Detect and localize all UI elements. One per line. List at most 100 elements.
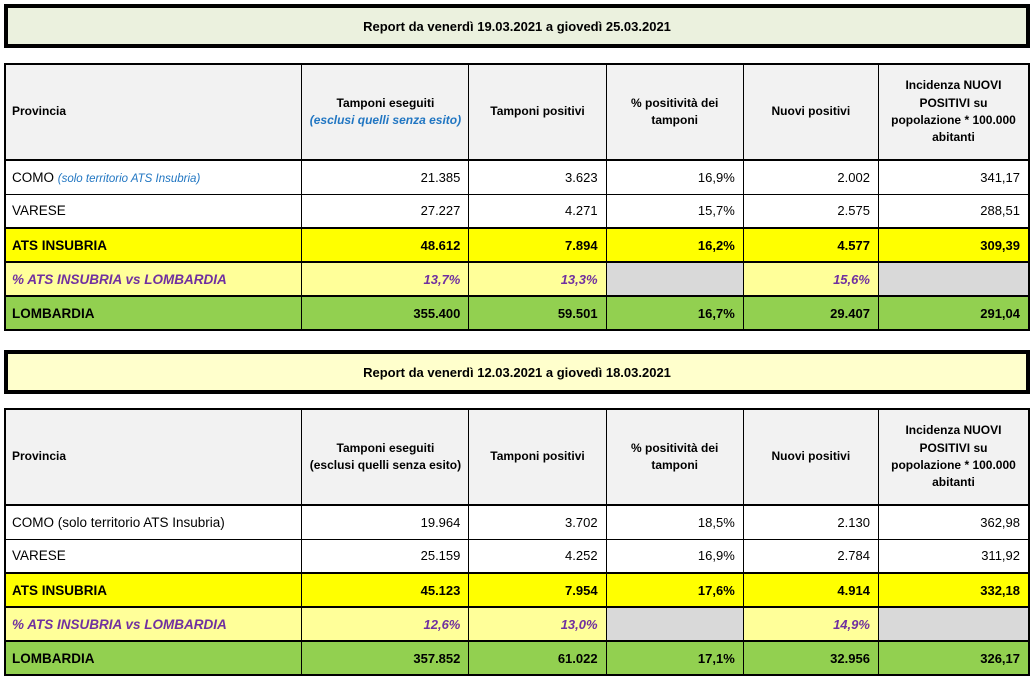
- report-title-2: Report da venerdì 12.03.2021 a giovedì 1…: [363, 364, 671, 380]
- column-header-tamponi-positivi-label: Tamponi positivi: [490, 104, 585, 119]
- cell-tamponi-positivi: 7.954: [468, 572, 607, 608]
- column-header-nuovi-positivi-label: Nuovi positivi: [771, 104, 851, 119]
- column-header-incidenza: Incidenza NUOVI POSITIVI su popolazione …: [877, 63, 1030, 161]
- table-row-perc-vs-lombardia: % ATS INSUBRIA vs LOMBARDIA 12,6% 13,0% …: [4, 606, 1030, 642]
- cell-perc-positivita: 16,9%: [605, 538, 744, 574]
- column-header-nuovi-positivi-label: Nuovi positivi: [771, 449, 851, 464]
- column-header-provincia-label: Provincia: [12, 449, 67, 464]
- provincia-label: COMO: [12, 169, 54, 185]
- cell-provincia: COMO (solo territorio ATS Insubria): [4, 159, 303, 195]
- cell-provincia: LOMBARDIA: [4, 640, 303, 676]
- cell-nuovi-positivi: 29.407: [742, 295, 879, 331]
- cell-nuovi-positivi: 15,6%: [742, 261, 879, 297]
- cell-tamponi-positivi: 3.623: [468, 159, 607, 195]
- cell-incidenza: 332,18: [877, 572, 1030, 608]
- report-week-2: Report da venerdì 12.03.2021 a giovedì 1…: [4, 350, 1030, 676]
- column-header-perc-positivita: % positività dei tamponi: [605, 408, 744, 506]
- column-header-tamponi-positivi-label: Tamponi positivi: [490, 449, 585, 464]
- cell-tamponi-eseguiti: 27.227: [301, 193, 470, 229]
- column-header-provincia: Provincia: [4, 63, 303, 161]
- table-row-como: COMO (solo territorio ATS Insubria) 21.3…: [4, 159, 1030, 195]
- cell-tamponi-eseguiti: 21.385: [301, 159, 470, 195]
- cell-tamponi-positivi: 7.894: [468, 227, 607, 263]
- cell-provincia: ATS INSUBRIA: [4, 227, 303, 263]
- column-header-perc-positivita: % positività dei tamponi: [605, 63, 744, 161]
- cell-incidenza: 341,17: [877, 159, 1030, 195]
- column-header-nuovi-positivi: Nuovi positivi: [742, 63, 879, 161]
- cell-tamponi-positivi: 13,3%: [468, 261, 607, 297]
- cell-tamponi-eseguiti: 25.159: [301, 538, 470, 574]
- cell-provincia: % ATS INSUBRIA vs LOMBARDIA: [4, 261, 303, 297]
- cell-perc-positivita: 16,7%: [605, 295, 744, 331]
- cell-nuovi-positivi: 14,9%: [742, 606, 879, 642]
- column-header-tamponi-eseguiti-note: (esclusi quelli senza esito): [309, 458, 462, 472]
- column-header-tamponi-eseguiti: Tamponi eseguiti (esclusi quelli senza e…: [301, 63, 470, 161]
- table-row-ats-insubria: ATS INSUBRIA 45.123 7.954 17,6% 4.914 33…: [4, 572, 1030, 608]
- cell-provincia: LOMBARDIA: [4, 295, 303, 331]
- column-header-tamponi-eseguiti: Tamponi eseguiti (esclusi quelli senza e…: [301, 408, 470, 506]
- table-header-row: Provincia Tamponi eseguiti (esclusi quel…: [4, 63, 1030, 161]
- cell-provincia: VARESE: [4, 538, 303, 574]
- table-header-row: Provincia Tamponi eseguiti (esclusi quel…: [4, 408, 1030, 506]
- cell-perc-positivita-empty: [605, 606, 744, 642]
- cell-tamponi-positivi: 4.252: [468, 538, 607, 574]
- cell-incidenza: 309,39: [877, 227, 1030, 263]
- cell-nuovi-positivi: 2.784: [742, 538, 879, 574]
- table-row-varese: VARESE 27.227 4.271 15,7% 2.575 288,51: [4, 193, 1030, 229]
- cell-incidenza: 288,51: [877, 193, 1030, 229]
- cell-perc-positivita: 16,9%: [605, 159, 744, 195]
- cell-nuovi-positivi: 32.956: [742, 640, 879, 676]
- cell-nuovi-positivi: 2.002: [742, 159, 879, 195]
- column-header-perc-positivita-label: % positività dei tamponi: [631, 440, 719, 472]
- cell-incidenza-empty: [877, 606, 1030, 642]
- table-row-varese: VARESE 25.159 4.252 16,9% 2.784 311,92: [4, 538, 1030, 574]
- column-header-tamponi-positivi: Tamponi positivi: [468, 408, 607, 506]
- cell-perc-positivita-empty: [605, 261, 744, 297]
- report-table-1: Provincia Tamponi eseguiti (esclusi quel…: [4, 63, 1030, 331]
- cell-tamponi-eseguiti: 45.123: [301, 572, 470, 608]
- column-header-tamponi-eseguiti-note: (esclusi quelli senza esito): [309, 113, 462, 127]
- cell-nuovi-positivi: 2.130: [742, 504, 879, 540]
- cell-incidenza: 326,17: [877, 640, 1030, 676]
- cell-tamponi-eseguiti: 13,7%: [301, 261, 470, 297]
- cell-nuovi-positivi: 4.914: [742, 572, 879, 608]
- cell-provincia: VARESE: [4, 193, 303, 229]
- column-header-perc-positivita-label: % positività dei tamponi: [631, 95, 719, 127]
- column-header-tamponi-eseguiti-label: Tamponi eseguiti: [336, 440, 435, 455]
- cell-incidenza-empty: [877, 261, 1030, 297]
- report-table-2: Provincia Tamponi eseguiti (esclusi quel…: [4, 408, 1030, 676]
- table-row-lombardia: LOMBARDIA 357.852 61.022 17,1% 32.956 32…: [4, 640, 1030, 676]
- cell-perc-positivita: 17,1%: [605, 640, 744, 676]
- column-header-tamponi-eseguiti-label: Tamponi eseguiti: [336, 95, 435, 110]
- report-title-1: Report da venerdì 19.03.2021 a giovedì 2…: [363, 18, 671, 34]
- cell-provincia: ATS INSUBRIA: [4, 572, 303, 608]
- table-row-como: COMO (solo territorio ATS Insubria) 19.9…: [4, 504, 1030, 540]
- column-header-incidenza-label: Incidenza NUOVI POSITIVI su popolazione …: [891, 78, 1016, 145]
- cell-tamponi-eseguiti: 19.964: [301, 504, 470, 540]
- column-header-provincia: Provincia: [4, 408, 303, 506]
- cell-tamponi-positivi: 13,0%: [468, 606, 607, 642]
- cell-tamponi-eseguiti: 355.400: [301, 295, 470, 331]
- report-title-bar-2: Report da venerdì 12.03.2021 a giovedì 1…: [4, 350, 1030, 394]
- cell-incidenza: 311,92: [877, 538, 1030, 574]
- cell-provincia: COMO (solo territorio ATS Insubria): [4, 504, 303, 540]
- report-title-bar-1: Report da venerdì 19.03.2021 a giovedì 2…: [4, 4, 1030, 48]
- cell-perc-positivita: 18,5%: [605, 504, 744, 540]
- table-row-ats-insubria: ATS INSUBRIA 48.612 7.894 16,2% 4.577 30…: [4, 227, 1030, 263]
- cell-tamponi-eseguiti: 48.612: [301, 227, 470, 263]
- cell-incidenza: 362,98: [877, 504, 1030, 540]
- provincia-note: (solo territorio ATS Insubria): [57, 172, 201, 185]
- cell-tamponi-positivi: 4.271: [468, 193, 607, 229]
- cell-tamponi-positivi: 61.022: [468, 640, 607, 676]
- column-header-nuovi-positivi: Nuovi positivi: [742, 408, 879, 506]
- cell-nuovi-positivi: 4.577: [742, 227, 879, 263]
- cell-tamponi-positivi: 59.501: [468, 295, 607, 331]
- cell-incidenza: 291,04: [877, 295, 1030, 331]
- column-header-incidenza-label: Incidenza NUOVI POSITIVI su popolazione …: [891, 423, 1016, 490]
- column-header-tamponi-positivi: Tamponi positivi: [468, 63, 607, 161]
- column-header-provincia-label: Provincia: [12, 104, 67, 119]
- cell-perc-positivita: 15,7%: [605, 193, 744, 229]
- cell-perc-positivita: 16,2%: [605, 227, 744, 263]
- cell-tamponi-eseguiti: 357.852: [301, 640, 470, 676]
